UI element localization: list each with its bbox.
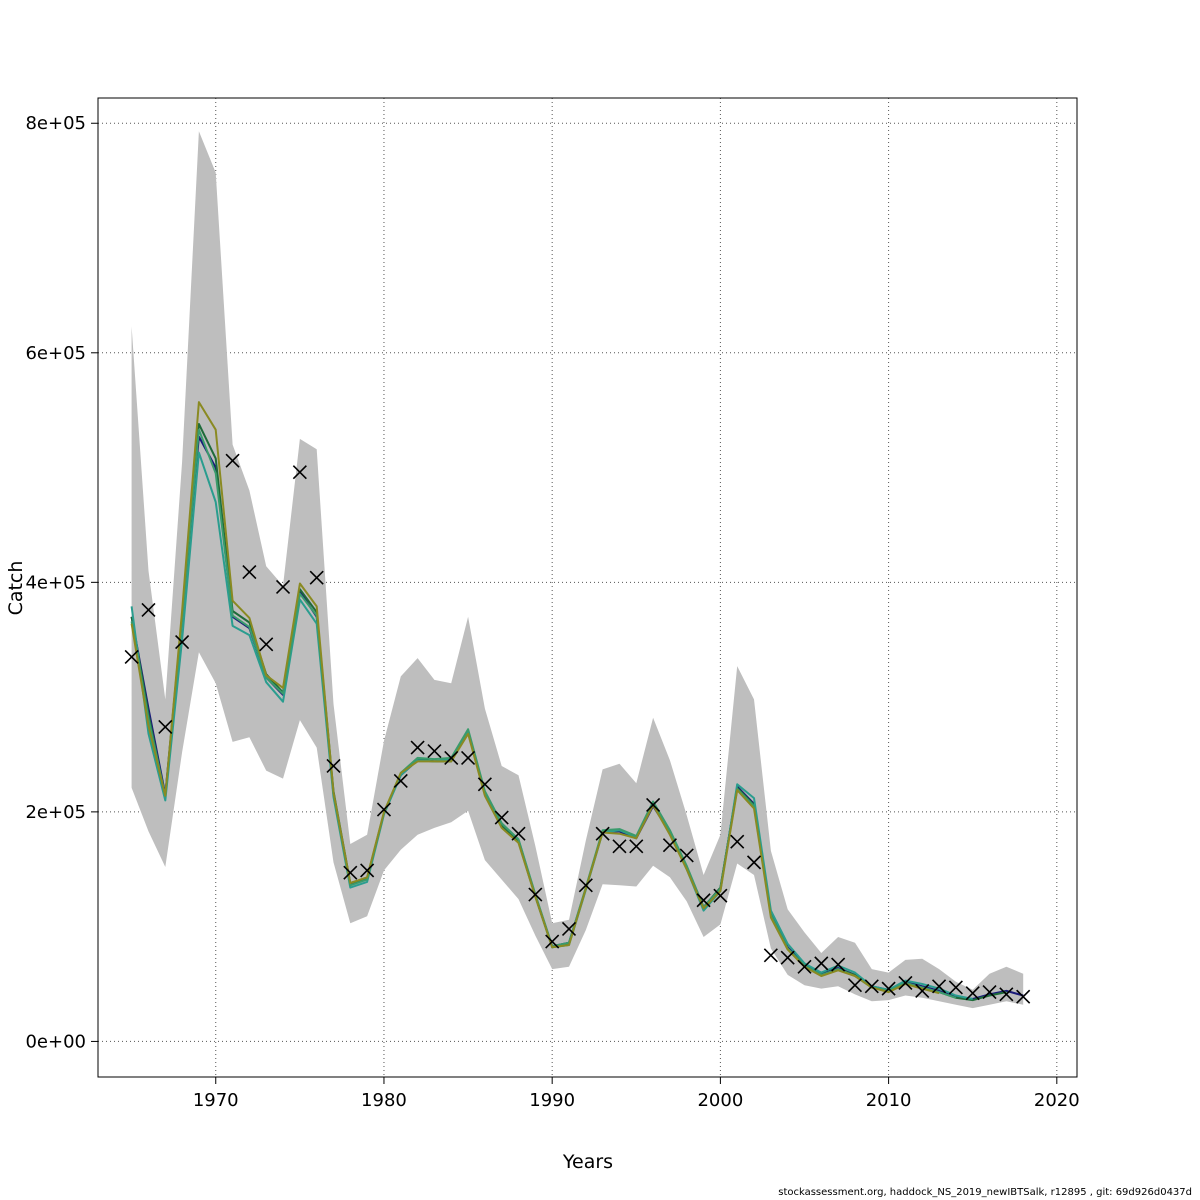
y-tick-label: 4e+05 xyxy=(25,572,86,593)
observed-point xyxy=(292,465,307,480)
observed-point xyxy=(326,758,341,774)
series-lines xyxy=(130,401,1024,1002)
x-tick-label: 1970 xyxy=(193,1090,239,1111)
observed-point xyxy=(763,948,778,963)
observed-point xyxy=(275,579,291,594)
observed-point xyxy=(561,921,577,937)
observed-point xyxy=(629,839,644,854)
observed-point xyxy=(343,865,358,880)
observed-point xyxy=(175,634,190,650)
x-tick-label: 1980 xyxy=(361,1090,407,1111)
plot-frame xyxy=(97,97,1078,1078)
x-tick-label: 2020 xyxy=(1034,1090,1080,1111)
observed-point xyxy=(915,983,930,998)
observed-point xyxy=(982,985,997,1000)
observed-point xyxy=(461,750,476,766)
y-tick-label: 2e+05 xyxy=(25,802,86,823)
confidence-band-area xyxy=(131,131,1024,1009)
y-tick-label: 6e+05 xyxy=(25,343,86,364)
observed-point xyxy=(360,863,375,878)
observed-point xyxy=(242,564,257,580)
observed-point xyxy=(309,570,324,585)
observed-point xyxy=(881,981,896,996)
observed-point xyxy=(595,826,610,841)
observed-point xyxy=(931,979,947,994)
y-tick-label: 8e+05 xyxy=(25,113,86,134)
axes: 1970 1980 1990 2000 2010 2020 0e+00 2e+05 4e+05 6… xyxy=(25,97,1080,1111)
observed-point xyxy=(713,888,728,903)
observed-point xyxy=(259,637,274,652)
observed-point xyxy=(999,987,1014,1002)
observed-point xyxy=(376,802,392,817)
observed-point xyxy=(612,839,627,854)
observed-point xyxy=(511,826,526,841)
observed-point xyxy=(746,855,762,870)
observed-point xyxy=(141,602,156,617)
observed-point xyxy=(898,975,913,990)
observed-point xyxy=(494,810,509,825)
observed-point xyxy=(545,934,560,949)
observed-point xyxy=(158,719,173,735)
observed-point xyxy=(679,848,694,863)
observed-point xyxy=(847,978,863,993)
observed-point xyxy=(814,956,829,971)
observed-points xyxy=(124,453,1031,1004)
y-axis-title: Catch xyxy=(5,561,27,616)
observed-point xyxy=(662,838,677,853)
observed-point xyxy=(578,878,593,893)
observed-point xyxy=(965,986,980,1001)
x-axis-title: Years xyxy=(562,1151,613,1173)
observed-point xyxy=(797,959,812,974)
x-tick-label: 2010 xyxy=(866,1090,912,1111)
observed-point xyxy=(528,887,543,902)
x-tick-label: 1990 xyxy=(529,1090,575,1111)
observed-point xyxy=(948,980,963,995)
observed-point xyxy=(477,777,492,792)
observed-point xyxy=(124,649,139,665)
confidence-band xyxy=(131,131,1024,1009)
observed-point xyxy=(864,979,879,994)
observed-point xyxy=(410,740,425,755)
observed-point xyxy=(831,957,846,972)
footer-credit: stockassessment.org, haddock_NS_2019_new… xyxy=(778,1187,1192,1198)
observed-point xyxy=(646,797,661,813)
observed-point xyxy=(427,743,442,759)
observed-point xyxy=(780,950,795,965)
observed-point xyxy=(444,750,459,766)
observed-point xyxy=(730,834,745,849)
y-tick-label: 0e+00 xyxy=(25,1031,86,1052)
observed-point xyxy=(696,893,711,908)
x-tick-label: 2000 xyxy=(697,1090,743,1111)
observed-point xyxy=(393,773,408,788)
observed-point xyxy=(1016,989,1031,1004)
observed-point xyxy=(225,453,240,468)
